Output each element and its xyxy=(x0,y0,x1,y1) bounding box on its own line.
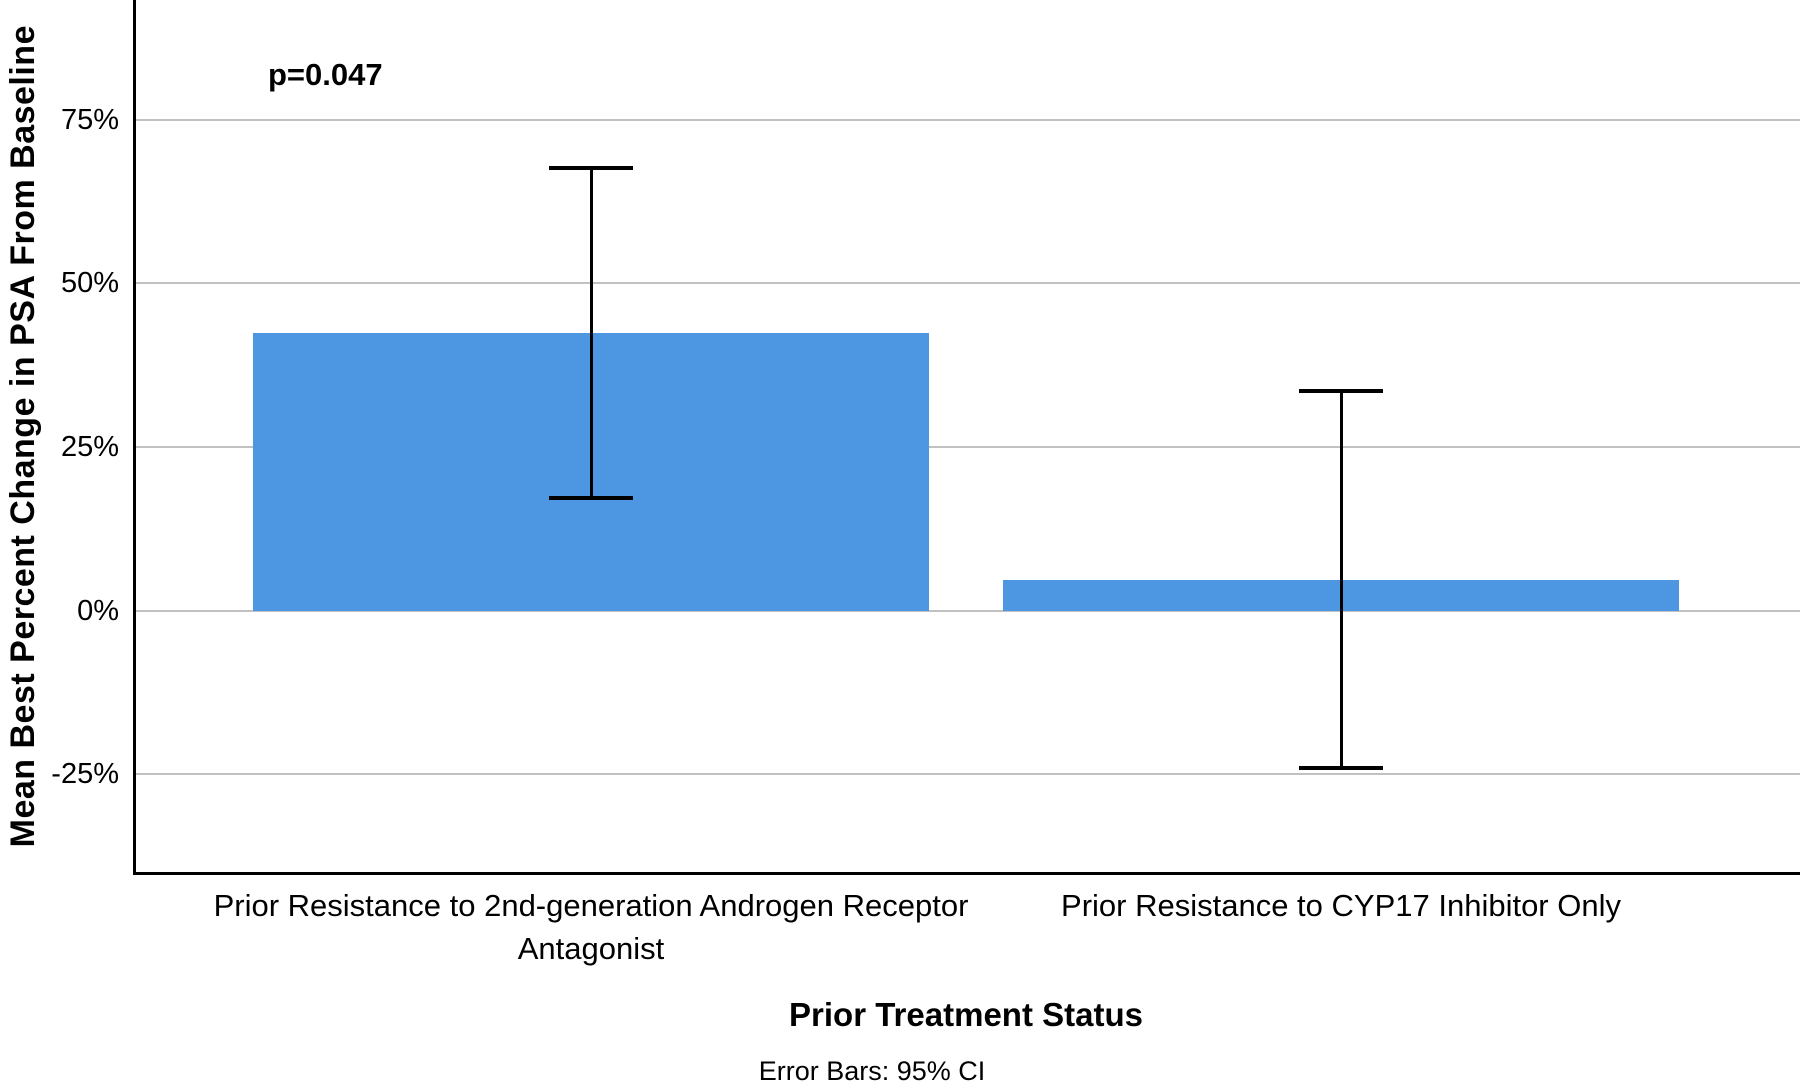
gridline xyxy=(133,773,1800,776)
gridline xyxy=(133,118,1800,121)
x-axis-line xyxy=(133,872,1800,875)
error-bar-top-cap xyxy=(1299,388,1383,393)
category-label: Prior Resistance to 2nd-generation Andro… xyxy=(213,888,969,966)
error-bar-line xyxy=(1339,390,1343,768)
y-axis-title-wrap: Mean Best Percent Change in PSA From Bas… xyxy=(0,0,46,872)
y-tick-label: 25% xyxy=(60,431,119,464)
gridline xyxy=(133,446,1800,449)
y-tick-label: 0% xyxy=(77,594,119,627)
error-bar-bottom-cap xyxy=(1299,765,1383,770)
category-label: Prior Resistance to CYP17 Inhibitor Only xyxy=(1061,888,1621,923)
y-tick-label: 50% xyxy=(60,267,119,300)
y-axis-title: Mean Best Percent Change in PSA From Bas… xyxy=(3,24,42,848)
error-bar-top-cap xyxy=(549,166,633,171)
error-bar-bottom-cap xyxy=(549,496,633,501)
x-axis-title: Prior Treatment Status xyxy=(789,996,1143,1033)
gridline xyxy=(133,609,1800,612)
y-tick-label: 75% xyxy=(60,103,119,136)
y-tick-label: -25% xyxy=(51,758,119,791)
error-bars-footnote: Error Bars: 95% CI xyxy=(758,1056,986,1086)
error-bar-line xyxy=(589,168,593,499)
gridline xyxy=(133,282,1800,285)
y-axis-line xyxy=(133,0,136,875)
p-value-annotation: p=0.047 xyxy=(268,57,383,92)
